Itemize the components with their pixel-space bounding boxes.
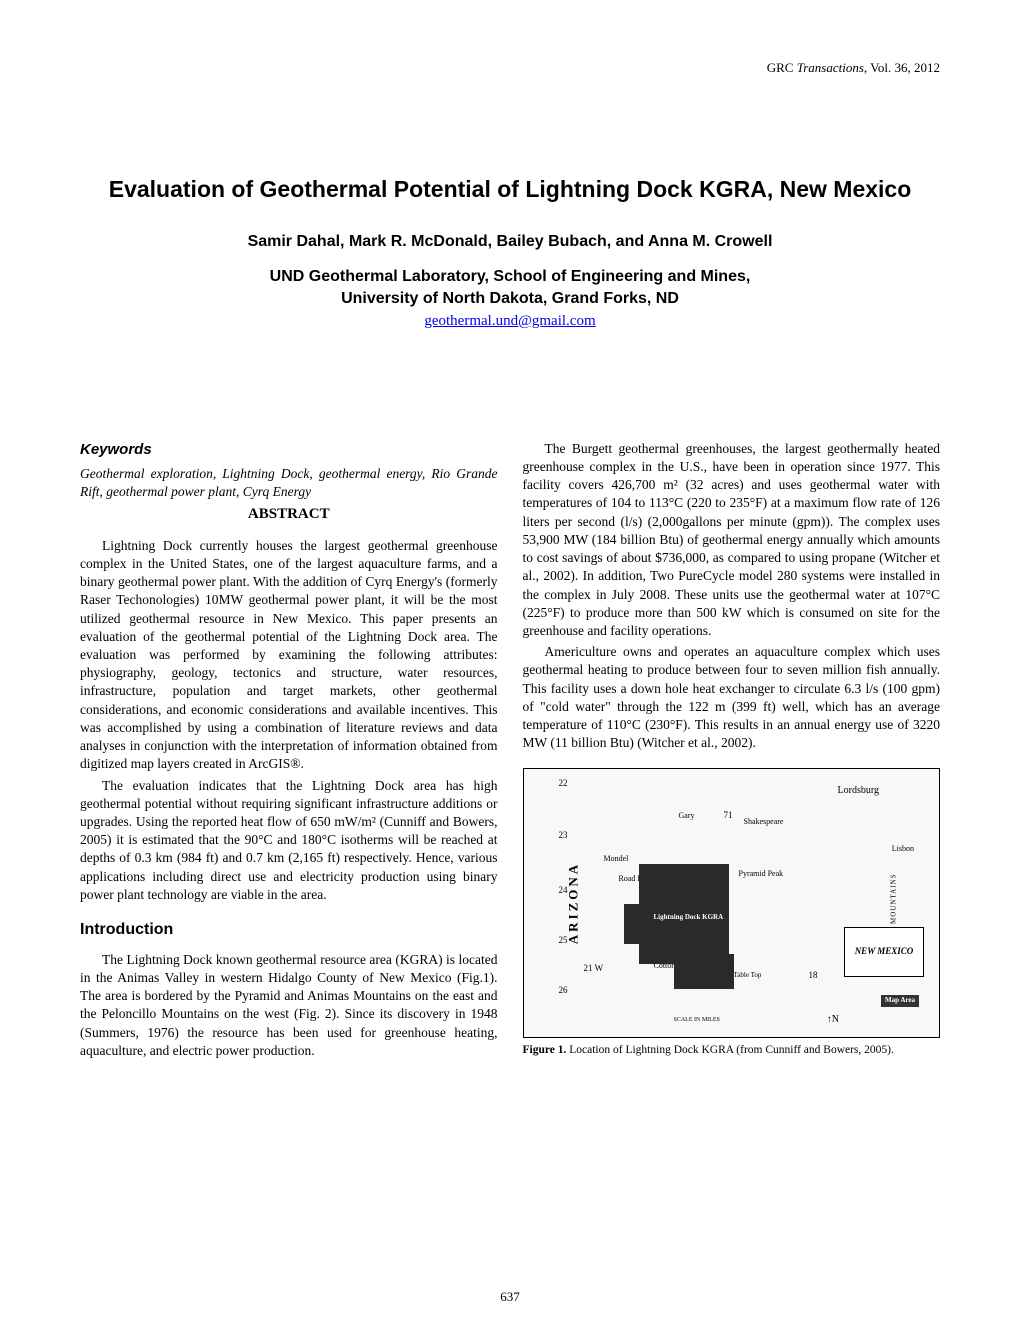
- grid-23: 23: [559, 829, 568, 841]
- figure-1-caption: Figure 1. Location of Lightning Dock KGR…: [523, 1043, 941, 1058]
- grid-71: 71: [724, 809, 733, 821]
- new-mexico-inset: NEW MEXICO: [844, 927, 924, 977]
- grid-22: 22: [559, 777, 568, 789]
- right-para-2: Americulture owns and operates an aquacu…: [523, 643, 941, 752]
- lisbon-label: Lisbon: [892, 844, 914, 855]
- keywords-text: Geothermal exploration, Lightning Dock, …: [80, 465, 498, 501]
- page-number: 637: [500, 1289, 520, 1305]
- figure-1-caption-text: Location of Lightning Dock KGRA (from Cu…: [566, 1044, 894, 1056]
- affiliation-line-1: UND Geothermal Laboratory, School of Eng…: [80, 266, 940, 288]
- journal-prefix: GRC: [767, 60, 797, 75]
- abstract-para-2: The evaluation indicates that the Lightn…: [80, 777, 498, 905]
- journal-suffix: , Vol. 36, 2012: [864, 60, 940, 75]
- lightningdock-label: Lightning Dock KGRA: [654, 914, 724, 921]
- figure-1-caption-bold: Figure 1.: [523, 1044, 567, 1056]
- north-arrow: ↑N: [827, 1013, 839, 1027]
- shakespeare-label: Shakespeare: [744, 817, 784, 828]
- right-column: The Burgett geothermal greenhouses, the …: [523, 440, 941, 1063]
- keywords-heading: Keywords: [80, 440, 498, 460]
- introduction-heading: Introduction: [80, 919, 498, 941]
- left-column: Keywords Geothermal exploration, Lightni…: [80, 440, 498, 1063]
- journal-header: GRC Transactions, Vol. 36, 2012: [80, 60, 940, 76]
- email-container: geothermal.und@gmail.com: [80, 313, 940, 330]
- grid-18: 18: [809, 969, 818, 981]
- grid-21w: 21 W: [584, 962, 604, 974]
- abstract-para-1: Lightning Dock currently houses the larg…: [80, 537, 498, 774]
- journal-name: Transactions: [797, 60, 864, 75]
- figure-1-container: ARIZONA 22 23 24 25 26 21 W 20 18 71 Lor…: [523, 768, 941, 1058]
- abstract-heading: ABSTRACT: [80, 504, 498, 524]
- affiliation-line-2: University of North Dakota, Grand Forks,…: [80, 288, 940, 310]
- grid-26: 26: [559, 984, 568, 996]
- authors: Samir Dahal, Mark R. McDonald, Bailey Bu…: [80, 233, 940, 251]
- affiliation: UND Geothermal Laboratory, School of Eng…: [80, 266, 940, 311]
- figure-1-map: ARIZONA 22 23 24 25 26 21 W 20 18 71 Lor…: [523, 768, 941, 1038]
- email-link[interactable]: geothermal.und@gmail.com: [424, 313, 595, 329]
- tabletop-label: Table Top: [734, 971, 762, 980]
- scale-label: SCALE IN MILES: [674, 1016, 720, 1024]
- map-area-label: Map Area: [881, 995, 919, 1006]
- right-para-1: The Burgett geothermal greenhouses, the …: [523, 440, 941, 640]
- nm-label: NEW MEXICO: [855, 946, 914, 957]
- gary-label: Gary: [679, 811, 695, 822]
- paper-title: Evaluation of Geothermal Potential of Li…: [80, 176, 940, 203]
- arizona-label: ARIZONA: [564, 861, 582, 943]
- kgra-area-2: [674, 954, 734, 989]
- mondel-label: Mondel: [604, 854, 629, 865]
- mountains-label: MOUNTAINS: [889, 873, 898, 923]
- kgra-area-3: [624, 904, 644, 944]
- introduction-para-1: The Lightning Dock known geothermal reso…: [80, 951, 498, 1060]
- content-columns: Keywords Geothermal exploration, Lightni…: [80, 440, 940, 1063]
- grid-25: 25: [559, 934, 568, 946]
- grid-24: 24: [559, 884, 568, 896]
- pyramidpeak-label: Pyramid Peak: [739, 869, 784, 880]
- lordsburg-label: Lordsburg: [838, 784, 879, 798]
